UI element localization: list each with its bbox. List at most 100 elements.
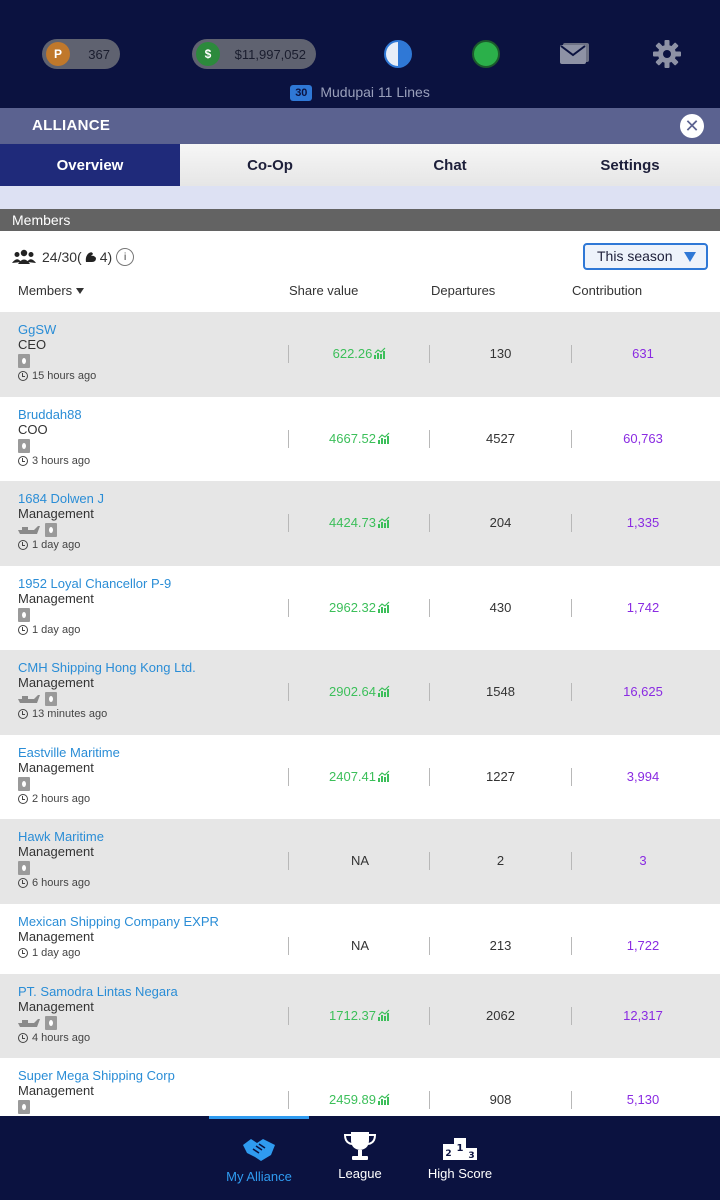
nav-my-alliance[interactable]: My Alliance bbox=[209, 1116, 309, 1200]
alliance-title: ALLIANCE bbox=[32, 117, 111, 134]
tab-settings[interactable]: Settings bbox=[600, 156, 660, 174]
share-trend-icon bbox=[378, 1009, 390, 1021]
member-badges bbox=[18, 692, 57, 706]
column-divider bbox=[288, 852, 289, 870]
nav-high-score[interactable]: 1 2 3 High Score bbox=[410, 1116, 510, 1200]
nav-league[interactable]: League bbox=[310, 1116, 410, 1200]
member-name[interactable]: CMH Shipping Hong Kong Ltd. bbox=[18, 660, 196, 675]
company-name: Mudupai 11 Lines bbox=[320, 84, 430, 100]
member-name[interactable]: Mexican Shipping Company EXPR bbox=[18, 913, 219, 929]
column-header-share-value[interactable]: Share value bbox=[289, 283, 359, 298]
clock-icon bbox=[18, 455, 28, 466]
fuel-badge-icon bbox=[18, 1100, 30, 1114]
member-share-value-text: 4424.73 bbox=[329, 515, 376, 530]
close-button[interactable]: ✕ bbox=[680, 114, 704, 138]
tab-overview[interactable]: Overview bbox=[0, 144, 180, 186]
member-contribution: 60,763 bbox=[623, 430, 663, 446]
member-summary: 24/30( 4) i bbox=[12, 246, 135, 268]
member-share-value: 2407.41 bbox=[290, 769, 430, 784]
mail-icon[interactable] bbox=[560, 42, 590, 64]
member-share-value-text: 2407.41 bbox=[329, 768, 376, 784]
fuel-badge-icon bbox=[45, 692, 57, 706]
column-header-members-label: Members bbox=[18, 283, 73, 298]
table-row[interactable]: PT. Samodra Lintas Negara Management 4 hou… bbox=[0, 973, 720, 1058]
nav-my-alliance-label: My Alliance bbox=[226, 1169, 292, 1184]
member-badges bbox=[18, 861, 30, 875]
member-name[interactable]: Super Mega Shipping Corp bbox=[18, 1068, 175, 1083]
member-last-seen: 3 hours ago bbox=[18, 455, 90, 467]
cash-display[interactable]: $ $11,997,052 bbox=[192, 39, 316, 69]
member-name[interactable]: Bruddah88 bbox=[18, 406, 82, 422]
member-name[interactable]: Eastville Maritime bbox=[18, 744, 120, 760]
company-level-badge: 30 bbox=[290, 85, 313, 101]
member-contribution: 631 bbox=[632, 346, 654, 361]
member-last-seen-text: 3 hours ago bbox=[32, 454, 91, 467]
column-divider bbox=[429, 683, 430, 701]
member-share-value-text: 2459.89 bbox=[329, 1092, 376, 1107]
points-display[interactable]: P 367 bbox=[42, 39, 120, 69]
share-trend-icon bbox=[378, 432, 390, 444]
member-name[interactable]: 1684 Dolwen J bbox=[18, 491, 104, 506]
member-role: Management bbox=[18, 928, 94, 944]
handshake-icon bbox=[243, 1139, 275, 1161]
column-header-contribution[interactable]: Contribution bbox=[572, 283, 643, 298]
flexed-arm-icon bbox=[85, 252, 96, 262]
fuel-badge-icon bbox=[45, 1015, 57, 1030]
column-divider bbox=[429, 598, 430, 617]
column-divider bbox=[571, 1006, 572, 1025]
member-name[interactable]: GgSW bbox=[18, 322, 57, 337]
member-share-value-text: NA bbox=[350, 937, 370, 953]
member-badges bbox=[18, 776, 30, 791]
column-divider bbox=[288, 1091, 289, 1109]
member-departures: 1227 bbox=[486, 768, 515, 784]
podium-icon: 1 2 3 bbox=[443, 1138, 477, 1161]
info-icon[interactable]: i bbox=[116, 248, 135, 266]
dropdown-caret-icon bbox=[684, 252, 696, 262]
table-row[interactable]: CMH Shipping Hong Kong Ltd. Management 13 … bbox=[0, 650, 720, 735]
table-row[interactable]: Eastville Maritime Management 2 hours ago 2… bbox=[0, 734, 720, 819]
share-trend-icon bbox=[378, 685, 390, 697]
table-row[interactable]: Mexican Shipping Company EXPR Management 1… bbox=[0, 903, 720, 974]
table-row[interactable]: Hawk Maritime Management 6 hours ago NA 2 3 bbox=[0, 819, 720, 904]
member-contribution: 5,130 bbox=[626, 1092, 660, 1107]
ship-icon bbox=[18, 1018, 40, 1027]
member-name[interactable]: Hawk Maritime bbox=[18, 829, 104, 844]
column-header-members[interactable]: Members bbox=[18, 283, 85, 298]
members-table: GgSW CEO 15 hours ago 622.26 130 631 Bruddah88… bbox=[0, 312, 720, 1143]
sort-down-icon bbox=[76, 288, 85, 294]
season-dropdown[interactable]: This season bbox=[583, 243, 708, 270]
tab-co-op[interactable]: Co-Op bbox=[247, 156, 293, 174]
member-departures: 213 bbox=[489, 937, 512, 953]
member-share-value: 4424.73 bbox=[290, 515, 430, 530]
column-divider bbox=[571, 1091, 572, 1109]
member-contribution: 16,625 bbox=[623, 684, 663, 699]
member-badges bbox=[18, 438, 30, 453]
member-share-value-text: 622.26 bbox=[332, 346, 373, 361]
gear-icon[interactable] bbox=[652, 39, 682, 69]
table-row[interactable]: 1684 Dolwen J Management 1 day ago 4424.73 2… bbox=[0, 481, 720, 566]
column-header-departures[interactable]: Departures bbox=[431, 283, 496, 298]
member-departures: 2062 bbox=[486, 1007, 515, 1023]
member-last-seen: 4 hours ago bbox=[18, 1032, 90, 1044]
company-banner[interactable]: 30 Mudupai 11 Lines bbox=[0, 84, 720, 102]
column-divider bbox=[429, 429, 430, 448]
members-heading: Members bbox=[0, 209, 720, 231]
member-name[interactable]: 1952 Loyal Chancellor P-9 bbox=[18, 575, 172, 591]
clock-icon bbox=[18, 1032, 28, 1043]
member-last-seen-text: 13 minutes ago bbox=[32, 708, 108, 720]
co2-status-icon[interactable] bbox=[472, 40, 500, 68]
table-row[interactable]: Bruddah88 COO 3 hours ago 4667.52 4527 60,763 bbox=[0, 396, 720, 481]
share-trend-icon bbox=[378, 770, 390, 782]
member-last-seen: 15 hours ago bbox=[18, 370, 96, 382]
table-row[interactable]: 1952 Loyal Chancellor P-9 Management 1 day… bbox=[0, 565, 720, 650]
member-name[interactable]: PT. Samodra Lintas Negara bbox=[18, 983, 178, 999]
member-departures: 4527 bbox=[486, 430, 515, 446]
column-divider bbox=[288, 598, 289, 617]
fuel-gauge-icon[interactable] bbox=[384, 40, 412, 68]
nav-league-label: League bbox=[338, 1166, 382, 1181]
table-row[interactable]: GgSW CEO 15 hours ago 622.26 130 631 bbox=[0, 312, 720, 397]
tab-chat[interactable]: Chat bbox=[433, 156, 467, 174]
column-divider bbox=[429, 514, 430, 532]
column-divider bbox=[288, 345, 289, 363]
member-last-seen: 1 day ago bbox=[18, 947, 80, 959]
